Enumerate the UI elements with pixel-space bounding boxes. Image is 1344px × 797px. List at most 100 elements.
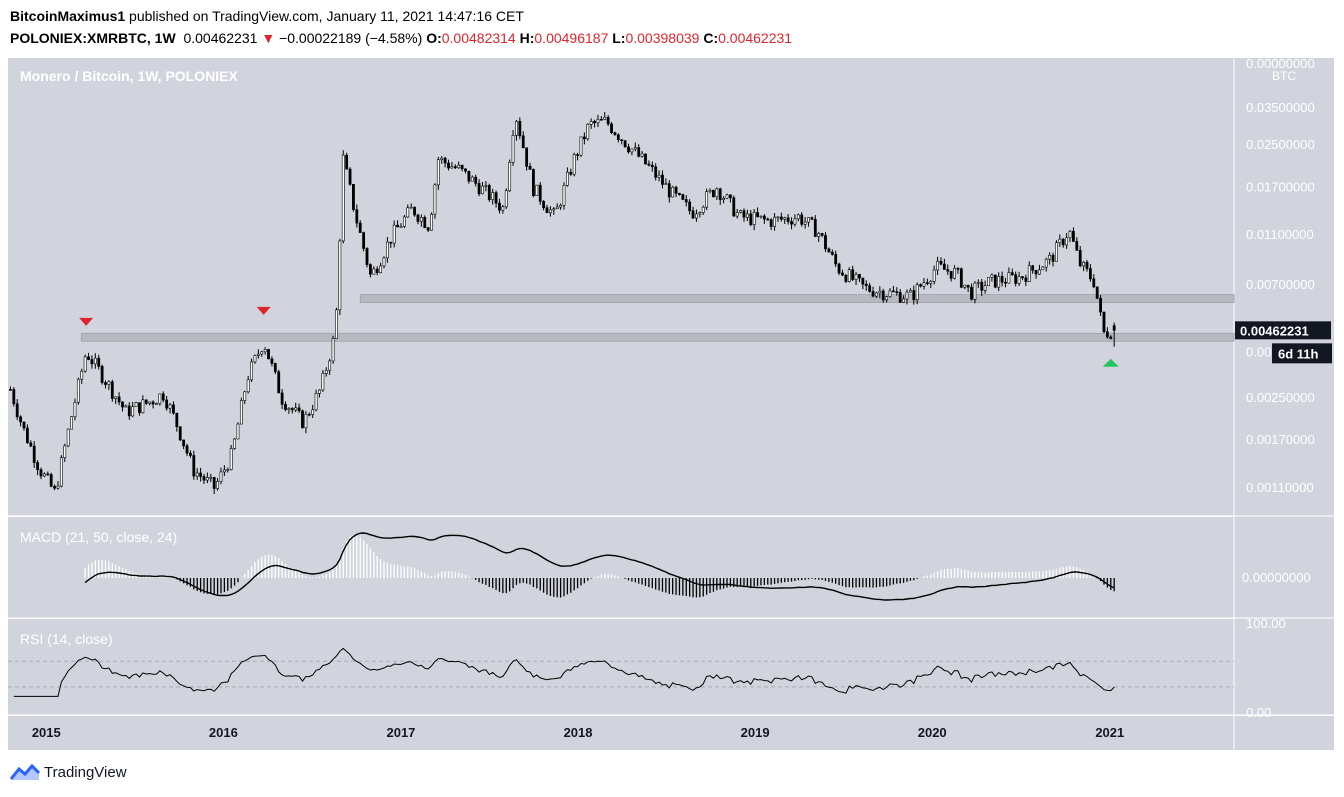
candle: [131, 406, 135, 417]
candle: [32, 445, 36, 463]
candle: [253, 355, 257, 363]
candle: [715, 188, 719, 198]
candle: [158, 393, 162, 404]
candle: [464, 168, 467, 172]
candle: [134, 402, 138, 407]
publish-text: published on TradingView.com, January 11…: [129, 8, 524, 24]
support-resistance-zone: [359, 294, 1235, 303]
symbol-label: POLONIEX:XMRBTC, 1W: [10, 30, 176, 46]
author-name[interactable]: BitcoinMaximus1: [10, 8, 126, 24]
candle: [1024, 277, 1028, 282]
candle: [233, 438, 236, 449]
candle: [450, 166, 454, 169]
price-tick-label: 0.01700000: [1246, 179, 1315, 194]
candle: [640, 153, 644, 157]
candle: [1075, 241, 1079, 251]
price-tick-label: 0.02500000: [1246, 137, 1315, 152]
candle: [56, 485, 60, 489]
candle: [12, 389, 16, 405]
candle: [691, 210, 695, 219]
candle: [314, 393, 318, 411]
candle: [1031, 265, 1035, 271]
candle: [800, 214, 804, 225]
candle: [277, 371, 281, 394]
candle: [189, 452, 192, 456]
low-label: L:: [612, 30, 626, 46]
candle: [284, 403, 287, 410]
candle: [803, 221, 807, 225]
candle: [104, 382, 107, 385]
candle: [236, 423, 240, 440]
candle: [630, 148, 634, 153]
high-value: 0.00496187: [534, 30, 609, 46]
candle: [674, 186, 678, 194]
candle: [402, 216, 406, 227]
candle: [1105, 331, 1109, 338]
candle: [521, 135, 525, 149]
candle: [739, 210, 742, 213]
candle: [708, 189, 712, 193]
candle: [929, 280, 933, 284]
candle: [345, 154, 349, 170]
candle: [1088, 268, 1092, 280]
candle: [745, 213, 749, 218]
candle: [379, 265, 383, 274]
candle: [307, 413, 311, 416]
candle: [460, 164, 464, 170]
candle: [650, 164, 654, 168]
main-chart-title: Monero / Bitcoin, 1W, POLONIEX: [20, 68, 238, 84]
candle: [695, 213, 698, 219]
candle: [362, 232, 366, 249]
last-price-badge: [1235, 321, 1331, 340]
candle: [528, 166, 532, 170]
time-tick-label: 2018: [564, 725, 593, 740]
candle: [552, 208, 556, 211]
candle: [637, 147, 641, 157]
close-label: C:: [703, 30, 719, 46]
candle: [270, 358, 274, 364]
candle: [280, 392, 284, 405]
rsi-title: RSI (14, close): [20, 631, 113, 647]
candle: [963, 284, 967, 288]
low-value: 0.00398039: [625, 30, 700, 46]
candle: [195, 472, 199, 477]
candle: [606, 117, 610, 125]
candle: [294, 407, 298, 411]
candle: [912, 290, 916, 301]
change-arrow-icon: ▼: [261, 30, 276, 46]
candle: [698, 212, 702, 215]
candle: [776, 216, 780, 219]
candle: [1048, 254, 1052, 260]
symbol-info: POLONIEX:XMRBTC, 1W 0.00462231 ▼ −0.0002…: [10, 30, 792, 46]
candle: [1017, 276, 1021, 284]
candle: [1034, 270, 1038, 275]
candle: [942, 263, 946, 270]
candle: [1007, 272, 1011, 284]
candle: [1102, 311, 1106, 333]
candle: [114, 396, 118, 399]
candle: [576, 154, 579, 156]
candle: [175, 412, 179, 428]
footer-brand[interactable]: TradingView: [10, 763, 127, 781]
candle: [786, 217, 790, 222]
candle: [42, 473, 46, 477]
candle: [959, 268, 963, 288]
candle: [348, 168, 352, 185]
candle: [121, 401, 124, 408]
candle: [168, 404, 172, 409]
candle: [267, 349, 270, 360]
candle: [779, 216, 783, 220]
candle: [70, 416, 73, 430]
candle: [718, 188, 722, 200]
candle: [304, 413, 308, 429]
candle: [759, 215, 763, 218]
candle: [562, 185, 566, 206]
time-tick-label: 2019: [741, 725, 770, 740]
candle: [246, 379, 250, 393]
candle: [117, 396, 121, 403]
price-change: −0.00022189 (−4.58%): [279, 30, 423, 46]
candle: [569, 171, 573, 175]
candle: [110, 381, 114, 399]
candle: [837, 263, 841, 274]
